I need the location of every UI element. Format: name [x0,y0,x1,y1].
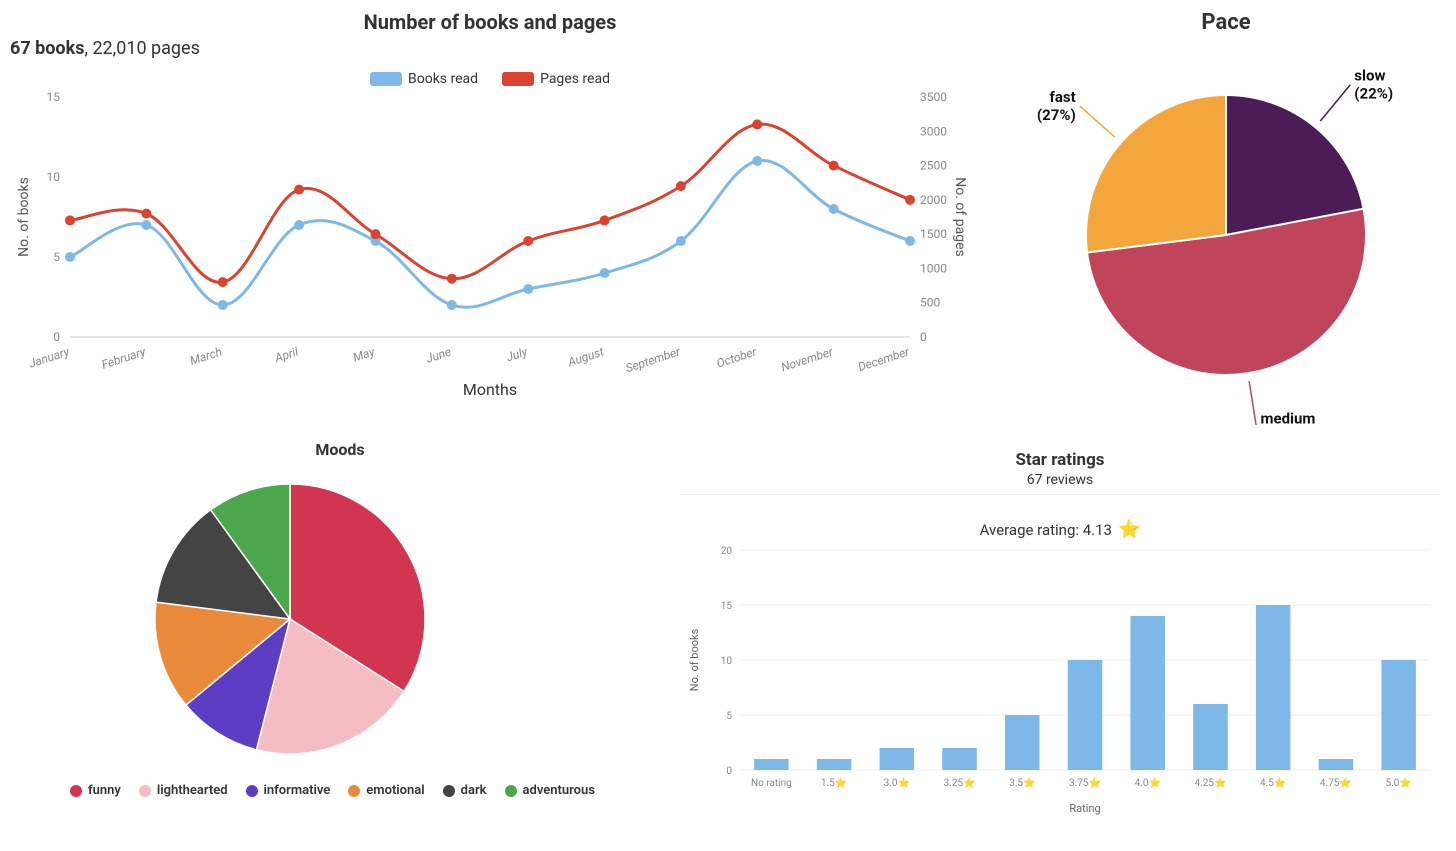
pace-pie-chart: Pace slow(22%)medium(51%)fast(27%) [1016,10,1436,430]
svg-text:fast: fast [1050,88,1076,106]
svg-text:(22%): (22%) [1354,85,1393,103]
svg-text:0: 0 [920,330,927,344]
svg-text:3000: 3000 [920,124,947,138]
bar-chart-svg: 0 5 10 15 20 No rating 1.5⭐ 3.0⭐ 3.25⭐ 3.5⭐ 3.75⭐ 4… [680,540,1440,820]
star-icon: ⭐ [1118,519,1140,540]
svg-text:October: October [715,344,759,370]
moods-legend-item: dark [443,783,487,798]
svg-text:5.0⭐: 5.0⭐ [1385,776,1411,789]
moods-legend-item: funny [70,783,121,798]
svg-text:0: 0 [53,330,60,344]
svg-text:Rating: Rating [1069,802,1100,815]
line-chart-svg: 0 5 10 15 0 500 1000 1500 2000 2500 3000 3500 Januar… [10,87,970,407]
moods-pie-chart: Moods funny lighthearted informative emotio… [60,440,620,840]
svg-text:January: January [27,344,71,370]
svg-text:15: 15 [721,601,733,612]
svg-text:2000: 2000 [920,193,947,207]
svg-text:3500: 3500 [920,90,947,104]
svg-text:3.0⭐: 3.0⭐ [884,776,910,789]
svg-text:10: 10 [721,656,733,667]
svg-text:November: November [779,344,835,374]
svg-text:May: May [351,344,377,364]
svg-text:No. of pages: No. of pages [952,177,968,256]
moods-legend-item: emotional [348,783,424,798]
svg-text:September: September [624,344,683,375]
svg-text:December: December [856,344,912,374]
svg-text:0: 0 [726,766,732,777]
svg-text:2500: 2500 [920,159,947,173]
svg-text:4.0⭐: 4.0⭐ [1135,776,1161,789]
line-chart-subtitle: 67 books, 22,010 pages [10,38,970,59]
moods-legend-item: adventurous [505,783,595,798]
svg-text:July: July [505,344,530,364]
svg-text:April: April [272,344,300,365]
svg-text:5: 5 [53,250,60,264]
moods-title: Moods [60,440,620,459]
svg-text:1500: 1500 [920,227,947,241]
svg-text:4.75⭐: 4.75⭐ [1320,776,1352,789]
bar-chart-title: Star ratings [680,450,1440,470]
line-chart: Number of books and pages 67 books, 22,0… [10,10,970,430]
moods-legend-item: informative [246,783,331,798]
bar-chart-avg: Average rating: 4.13 ⭐ [680,519,1440,540]
moods-legend: funny lighthearted informative emotional dar… [60,783,620,798]
svg-text:3.75⭐: 3.75⭐ [1069,776,1101,789]
svg-text:February: February [100,344,148,371]
moods-pie-svg [60,459,520,769]
svg-text:No. of books: No. of books [16,177,32,257]
line-chart-title: Number of books and pages [10,10,970,34]
svg-text:No rating: No rating [751,778,792,789]
svg-text:Months: Months [463,380,517,399]
pace-pie-svg: slow(22%)medium(51%)fast(27%) [1016,35,1436,425]
svg-text:3.5⭐: 3.5⭐ [1009,776,1035,789]
svg-text:4.25⭐: 4.25⭐ [1194,776,1226,789]
legend-item: Books read [370,71,478,87]
svg-text:5: 5 [726,711,732,722]
svg-text:20: 20 [721,546,733,557]
svg-text:15: 15 [47,90,61,104]
bar-chart: Star ratings 67 reviews Average rating: … [680,450,1440,840]
moods-legend-item: lighthearted [139,783,228,798]
svg-text:3.25⭐: 3.25⭐ [944,776,976,789]
svg-text:1.5⭐: 1.5⭐ [821,776,847,789]
svg-text:10: 10 [47,170,61,184]
svg-text:June: June [424,345,453,366]
svg-text:slow: slow [1354,67,1385,85]
svg-text:(27%): (27%) [1037,106,1076,124]
svg-text:March: March [188,345,224,368]
bar-chart-subtitle: 67 reviews [680,472,1440,488]
svg-text:August: August [565,344,605,369]
svg-text:500: 500 [920,296,940,310]
line-chart-legend: Books read Pages read [10,71,970,87]
legend-item: Pages read [502,71,610,87]
pace-title: Pace [1016,10,1436,35]
svg-text:medium: medium [1261,410,1316,425]
svg-text:1000: 1000 [920,261,947,275]
svg-text:4.5⭐: 4.5⭐ [1260,776,1286,789]
svg-text:No. of books: No. of books [688,628,701,691]
